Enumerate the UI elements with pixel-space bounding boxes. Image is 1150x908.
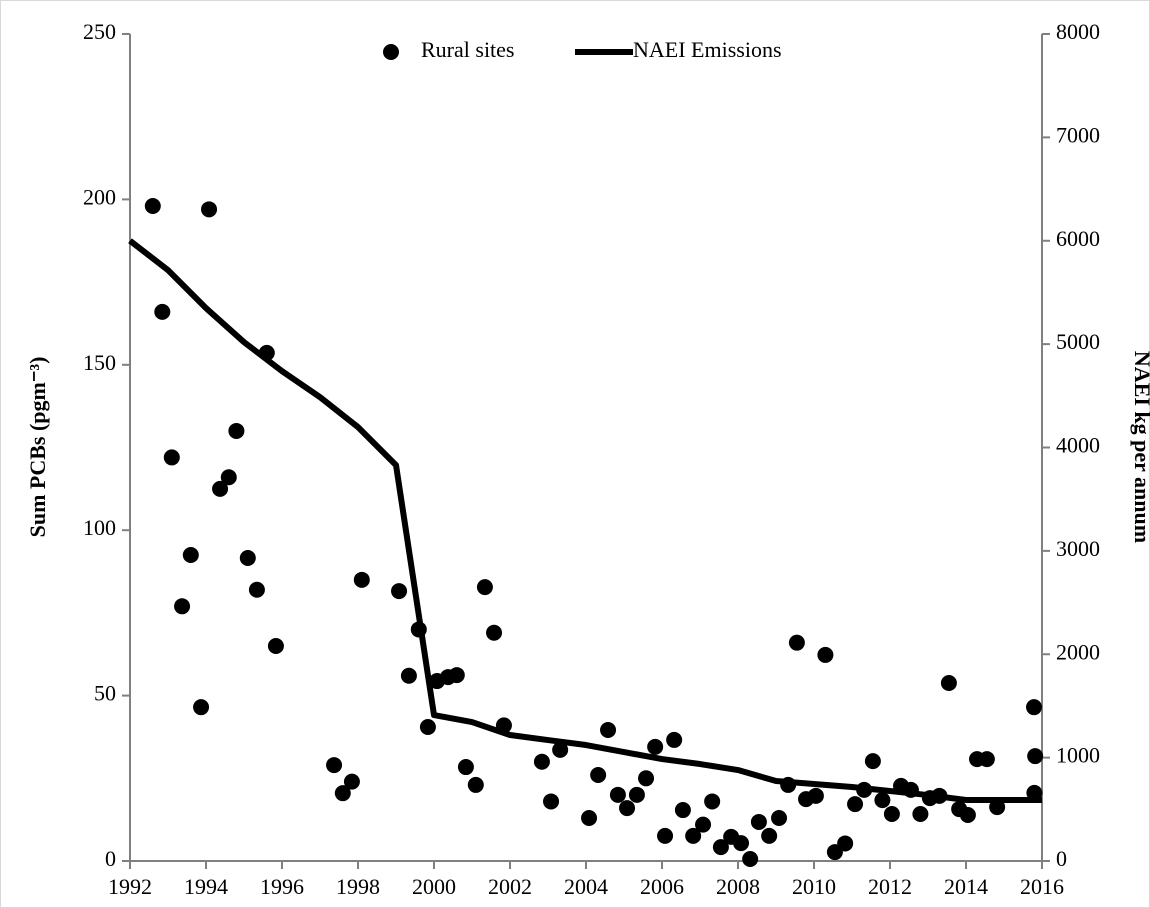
scatter-point: [239, 549, 256, 566]
scatter-point: [695, 816, 712, 833]
scatter-point: [163, 449, 180, 466]
x-tick-label: 2006: [640, 874, 684, 899]
scatter-point: [419, 719, 436, 736]
scatter-point: [228, 422, 245, 439]
y2-tick-label: 4000: [1056, 433, 1100, 458]
y2-tick-label: 0: [1056, 846, 1067, 871]
scatter-point: [712, 839, 729, 856]
scatter-point: [628, 786, 645, 803]
y2-tick-label: 1000: [1056, 743, 1100, 768]
scatter-point: [704, 793, 721, 810]
scatter-point: [391, 583, 408, 600]
y2-tick-label: 5000: [1056, 329, 1100, 354]
x-tick-label: 1996: [260, 874, 304, 899]
scatter-point: [600, 722, 617, 739]
scatter-point: [978, 751, 995, 768]
scatter-point: [543, 793, 560, 810]
scatter-point: [657, 827, 674, 844]
y-tick-label: 250: [83, 19, 116, 44]
scatter-point: [989, 799, 1006, 816]
scatter-point: [201, 201, 218, 218]
y-tick-label: 0: [105, 846, 116, 871]
scatter-point: [326, 757, 343, 774]
scatter-point: [1026, 699, 1043, 716]
y2-tick-label: 7000: [1056, 122, 1100, 147]
x-tick-label: 2000: [412, 874, 456, 899]
scatter-point: [220, 469, 237, 486]
scatter-point: [847, 796, 864, 813]
x-tick-label: 1998: [336, 874, 380, 899]
scatter-point: [874, 792, 891, 809]
y-tick-label: 200: [83, 184, 116, 209]
y2-axis-title: NAEI kg per annum: [1130, 351, 1150, 543]
legend-label: NAEI Emissions: [633, 37, 782, 62]
x-tick-label: 2002: [488, 874, 532, 899]
scatter-point: [212, 480, 229, 497]
scatter-point: [267, 637, 284, 654]
scatter-point: [788, 634, 805, 651]
x-tick-label: 2012: [868, 874, 912, 899]
scatter-point: [864, 753, 881, 770]
y-tick-label: 100: [83, 515, 116, 540]
scatter-point: [817, 646, 834, 663]
scatter-point: [761, 827, 778, 844]
scatter-point: [154, 303, 171, 320]
legend-label: Rural sites: [421, 37, 515, 62]
x-tick-label: 2014: [944, 874, 988, 899]
x-tick-label: 2016: [1020, 874, 1064, 899]
y-tick-label: 150: [83, 350, 116, 375]
scatter-point: [837, 835, 854, 852]
scatter-point: [609, 786, 626, 803]
scatter-point: [174, 598, 191, 615]
x-tick-label: 2010: [792, 874, 836, 899]
scatter-point: [581, 809, 598, 826]
scatter-point: [940, 675, 957, 692]
scatter-point: [674, 802, 691, 819]
scatter-point: [457, 759, 474, 776]
scatter-point: [647, 738, 664, 755]
scatter-point: [1027, 748, 1044, 765]
scatter-point: [619, 800, 636, 817]
legend-marker: [383, 44, 399, 60]
scatter-point: [1026, 784, 1043, 801]
scatter-point: [638, 770, 655, 787]
scatter-point: [533, 753, 550, 770]
scatter-point: [248, 581, 265, 598]
x-tick-label: 2004: [564, 874, 608, 899]
line-series: [128, 238, 1042, 804]
x-tick-label: 1992: [108, 874, 152, 899]
scatter-point: [733, 835, 750, 852]
scatter-point: [912, 806, 929, 823]
scatter-point: [771, 809, 788, 826]
scatter-point: [590, 766, 607, 783]
scatter-point: [334, 785, 351, 802]
scatter-point: [467, 776, 484, 793]
scatter-point: [193, 699, 210, 716]
x-tick-label: 1994: [184, 874, 228, 899]
y2-tick-label: 2000: [1056, 639, 1100, 664]
x-tick-label: 2008: [716, 874, 760, 899]
y-axis-title: Sum PCBs (pgm⁻³): [25, 357, 50, 538]
scatter-point: [182, 547, 199, 564]
scatter-point: [807, 787, 824, 804]
scatter-point: [742, 851, 759, 868]
y2-tick-label: 6000: [1056, 226, 1100, 251]
y2-tick-label: 8000: [1056, 19, 1100, 44]
scatter-point: [685, 827, 702, 844]
scatter-point: [883, 806, 900, 823]
scatter-point: [666, 731, 683, 748]
scatter-point: [959, 807, 976, 824]
scatter-point: [400, 667, 417, 684]
y-tick-label: 50: [94, 681, 116, 706]
scatter-point: [486, 624, 503, 641]
scatter-point: [343, 773, 360, 790]
scatter-point: [476, 579, 493, 596]
y2-tick-label: 3000: [1056, 536, 1100, 561]
scatter-point: [353, 571, 370, 588]
scatter-point: [144, 198, 161, 215]
scatter-point: [750, 813, 767, 830]
scatter-point: [448, 667, 465, 684]
scatter-point: [552, 741, 569, 758]
